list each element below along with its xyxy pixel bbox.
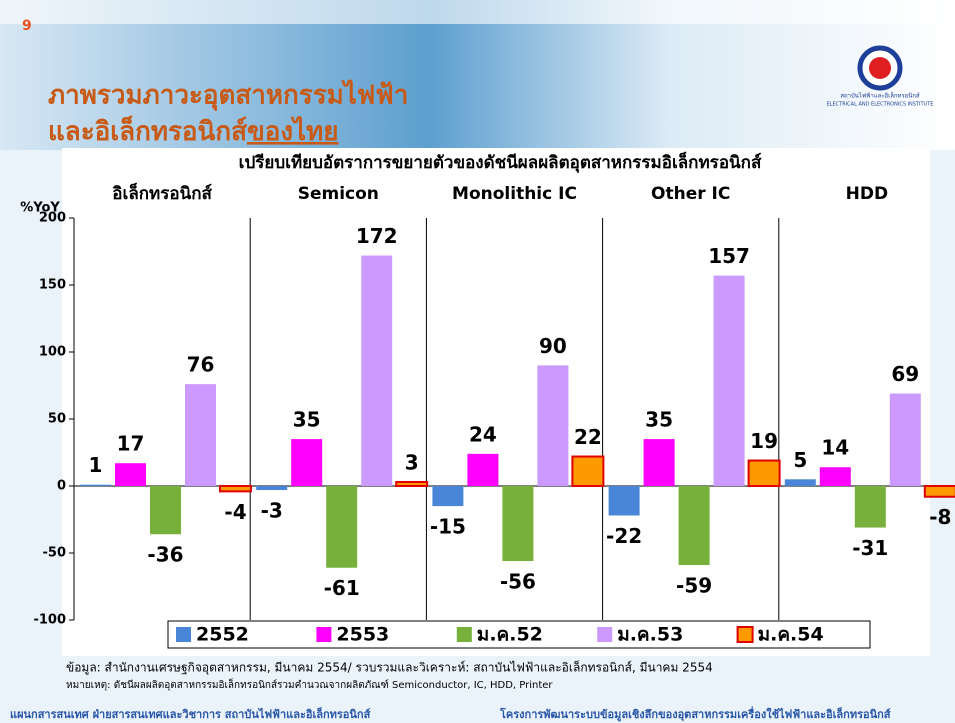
value-label: 5: [793, 448, 807, 472]
bar: [749, 461, 780, 486]
bar: [502, 486, 533, 561]
y-tick-label: 100: [39, 345, 66, 360]
value-label: 35: [645, 408, 673, 432]
bar: [150, 486, 181, 534]
y-tick-label: 150: [39, 278, 66, 293]
slide-title-underlined: ของไทย: [247, 115, 339, 147]
value-label: 76: [187, 353, 215, 377]
legend-swatch: [597, 627, 612, 642]
footer-right: โครงการพัฒนาระบบข้อมูลเชิงลึกของอุตสาหกร…: [499, 706, 891, 722]
value-label: -31: [852, 536, 888, 560]
value-label: 19: [750, 429, 778, 453]
value-label: -8: [929, 505, 951, 529]
slide-title: และอิเล็กทรอนิกส์ของไทย: [48, 115, 338, 147]
bar: [855, 486, 886, 528]
bar: [291, 439, 322, 486]
bar: [220, 486, 251, 491]
logo-th: สถาบันไฟฟ้าและอิเล็กทรอนิกส์: [840, 91, 920, 100]
chart: สถาบันไฟฟ้าและอิเล็กทรอนิกส์ ELECTRICAL …: [0, 0, 955, 723]
y-tick-label: 200: [39, 211, 66, 226]
value-label: -4: [224, 500, 246, 524]
header-top: [0, 0, 955, 24]
value-label: 157: [708, 244, 750, 268]
value-label: 35: [293, 408, 321, 432]
value-label: 90: [539, 334, 567, 358]
slide-title-part: และอิเล็กทรอนิกส์: [48, 115, 247, 147]
bar: [572, 457, 603, 486]
value-label: 1: [89, 453, 103, 477]
category-label: HDD: [846, 184, 888, 204]
bar: [537, 365, 568, 486]
y-tick-label: 0: [57, 479, 66, 494]
value-label: 24: [469, 422, 497, 446]
value-label: 69: [891, 362, 919, 386]
note: หมายเหตุ: ดัชนีผลผลิตอุตสาหกรรมอิเล็กทรอ…: [66, 677, 553, 691]
bar: [185, 384, 216, 486]
footer-left: แผนกสารสนเทศ ฝ่ายสารสนเทศและวิชาการ สถาบ…: [10, 707, 371, 721]
page-number: 9: [22, 18, 32, 34]
value-label: -59: [676, 574, 712, 598]
value-label: -22: [606, 524, 642, 548]
bar: [820, 467, 851, 486]
value-label: 14: [821, 436, 849, 460]
bar: [644, 439, 675, 486]
value-label: -15: [430, 515, 466, 539]
source: ข้อมูล: สำนักงานเศรษฐกิจอุตสาหกรรม, มีนา…: [66, 660, 713, 676]
bar: [714, 276, 745, 486]
bar: [115, 463, 146, 486]
y-tick-label: -100: [33, 613, 66, 628]
slide-title: ภาพรวมภาวะอุตสาหกรรมไฟฟ้า: [48, 79, 408, 112]
legend-swatch: [738, 627, 753, 642]
logo-core: [869, 57, 891, 79]
legend-label: ม.ค.52: [477, 624, 543, 646]
value-label: -3: [261, 499, 283, 523]
category-label: Semicon: [298, 184, 379, 204]
legend-label: ม.ค.54: [758, 624, 824, 646]
bar: [467, 454, 498, 486]
value-label: -56: [500, 570, 536, 594]
legend-swatch: [316, 627, 331, 642]
y-tick-label: -50: [43, 546, 67, 561]
bar: [679, 486, 710, 565]
value-label: -36: [147, 543, 183, 567]
logo-en: ELECTRICAL AND ELECTRONICS INSTITUTE: [827, 102, 934, 108]
bar: [890, 394, 921, 486]
bar: [256, 486, 287, 490]
y-tick-label: 50: [48, 412, 66, 427]
bar: [326, 486, 357, 568]
value-label: 3: [405, 450, 419, 474]
slide: สถาบันไฟฟ้าและอิเล็กทรอนิกส์ ELECTRICAL …: [0, 0, 955, 723]
bar: [432, 486, 463, 506]
value-label: 22: [574, 425, 602, 449]
legend-swatch: [457, 627, 472, 642]
bar: [396, 482, 427, 486]
value-label: 17: [117, 432, 145, 456]
bar: [785, 479, 816, 486]
bar: [609, 486, 640, 515]
chart-title: เปรียบเทียบอัตราการขยายตัวของดัชนีผลผลิต…: [239, 150, 762, 173]
legend-label: ม.ค.53: [617, 624, 683, 646]
category-label: อิเล็กทรอนิกส์: [112, 181, 212, 204]
bar: [361, 256, 392, 486]
category-label: Monolithic IC: [452, 184, 577, 204]
value-label: 172: [356, 224, 398, 248]
legend-label: 2552: [196, 624, 249, 646]
value-label: -61: [324, 576, 360, 600]
legend-swatch: [176, 627, 191, 642]
category-label: Other IC: [651, 184, 730, 204]
bar: [925, 486, 955, 497]
bar: [80, 485, 111, 486]
legend-label: 2553: [336, 624, 389, 646]
